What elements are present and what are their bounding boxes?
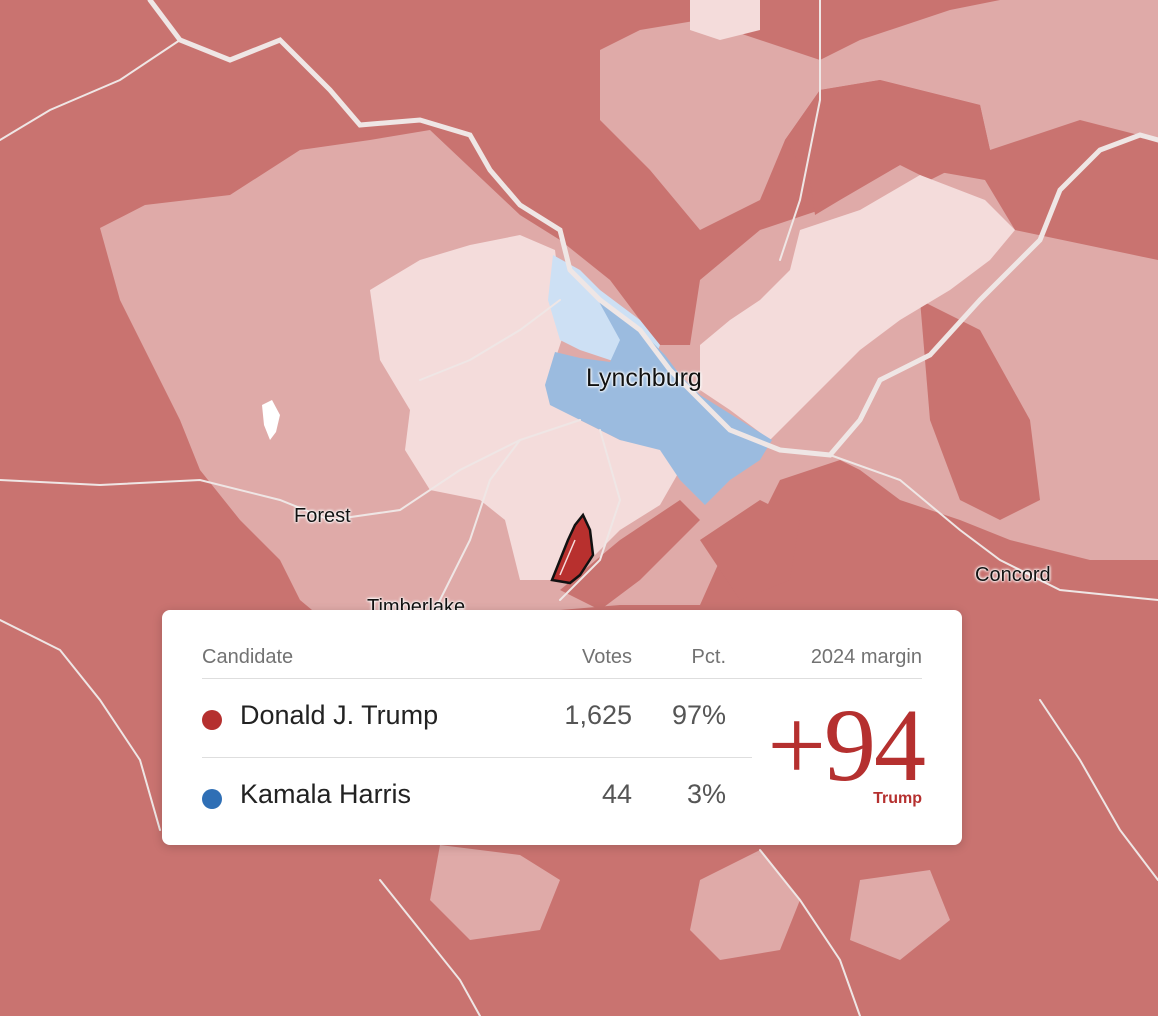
margin-winner: Trump: [873, 790, 922, 807]
candidate-votes: 1,625: [564, 700, 632, 730]
place-label-lynchburg: Lynchburg: [586, 364, 702, 392]
header-pct: Pct.: [691, 646, 726, 668]
candidate-row-harris: Kamala Harris 44 3%: [202, 777, 762, 817]
header-votes: Votes: [581, 646, 632, 668]
candidate-name: Donald J. Trump: [240, 700, 439, 730]
margin-value: +94: [767, 688, 926, 803]
header-margin: 2024 margin: [810, 646, 922, 668]
lake: [262, 400, 280, 440]
candidate-pct: 97%: [671, 700, 726, 730]
place-label-concord: Concord: [975, 564, 1051, 586]
results-tooltip: Candidate Votes Pct. 2024 margin Donald …: [162, 610, 962, 845]
tilt-trump-precincts: [370, 0, 1015, 580]
header-divider: [202, 678, 922, 679]
candidate-name: Kamala Harris: [240, 779, 412, 809]
candidate-row-trump: Donald J. Trump 1,625 97%: [202, 698, 762, 738]
place-label-forest: Forest: [294, 505, 351, 527]
header-candidate: Candidate: [202, 646, 294, 668]
harris-precincts: [545, 255, 772, 505]
strong-trump-inset-precincts: [560, 80, 1040, 610]
candidate-pct: 3%: [686, 779, 726, 809]
party-dot-icon: [202, 710, 222, 730]
candidate-votes: 44: [601, 779, 632, 809]
party-dot-icon: [202, 789, 222, 809]
row-divider: [202, 757, 752, 758]
selected-precinct[interactable]: [550, 512, 595, 585]
selected-precinct-road: [559, 539, 576, 576]
